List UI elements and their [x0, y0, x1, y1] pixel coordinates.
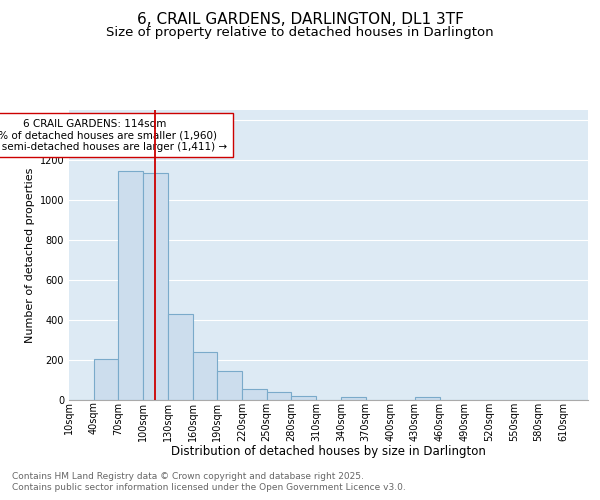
Y-axis label: Number of detached properties: Number of detached properties	[25, 168, 35, 342]
Bar	[168, 314, 193, 400]
Bar	[118, 172, 143, 400]
Bar	[217, 372, 242, 400]
Bar	[242, 388, 267, 400]
Bar	[94, 358, 118, 400]
Text: Contains HM Land Registry data © Crown copyright and database right 2025.: Contains HM Land Registry data © Crown c…	[12, 472, 364, 481]
Text: Size of property relative to detached houses in Darlington: Size of property relative to detached ho…	[106, 26, 494, 39]
Text: 6, CRAIL GARDENS, DARLINGTON, DL1 3TF: 6, CRAIL GARDENS, DARLINGTON, DL1 3TF	[137, 12, 463, 28]
Bar	[415, 398, 440, 400]
Bar	[143, 173, 168, 400]
Text: Contains public sector information licensed under the Open Government Licence v3: Contains public sector information licen…	[12, 484, 406, 492]
Bar	[292, 396, 316, 400]
Bar	[267, 392, 292, 400]
Bar	[193, 352, 217, 400]
Bar	[341, 398, 365, 400]
X-axis label: Distribution of detached houses by size in Darlington: Distribution of detached houses by size …	[171, 445, 486, 458]
Text: 6 CRAIL GARDENS: 114sqm
← 58% of detached houses are smaller (1,960)
42% of semi: 6 CRAIL GARDENS: 114sqm ← 58% of detache…	[0, 118, 227, 152]
